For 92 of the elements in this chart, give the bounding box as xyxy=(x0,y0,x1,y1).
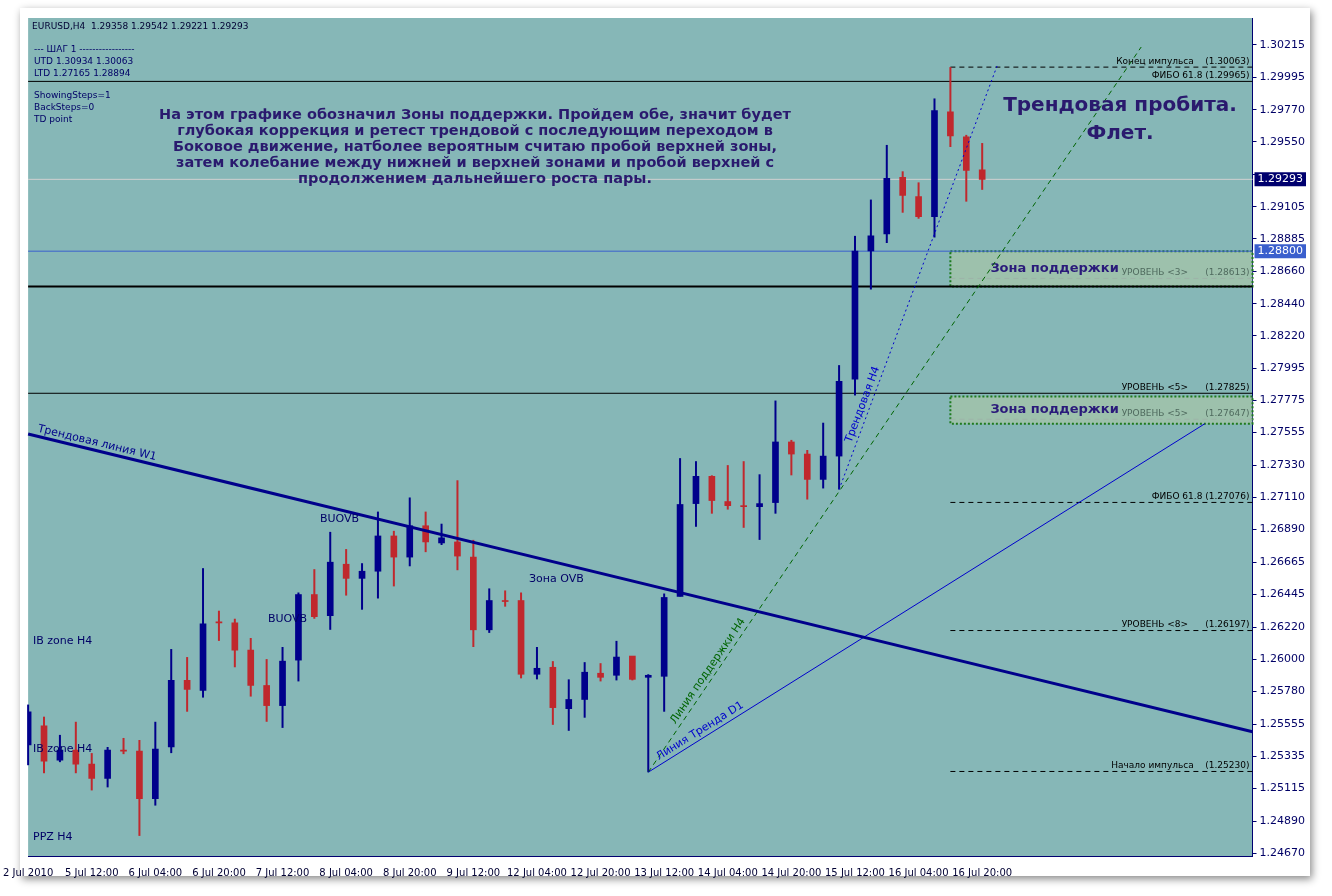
y-tick-label: 1.27330 xyxy=(1259,458,1306,472)
y-tick-label: 1.25335 xyxy=(1259,749,1306,763)
x-tick-label: 12 Jul 04:00 xyxy=(506,866,567,878)
candlestick xyxy=(644,673,652,774)
annotation: LTD 1.27165 1.28894 xyxy=(34,68,131,78)
band-label: Зона поддержки xyxy=(990,260,1119,276)
y-tick-label: 1.29550 xyxy=(1259,134,1306,148)
y-tick-label: 1.26445 xyxy=(1259,587,1306,601)
candlestick xyxy=(454,479,461,572)
annotation: PPZ H4 xyxy=(33,830,73,843)
y-tick-label: 1.26890 xyxy=(1259,522,1306,536)
candlestick xyxy=(978,142,986,191)
y-tick-label: 1.28885 xyxy=(1259,231,1306,245)
ref-line-label: УРОВЕНЬ <5> (1.27647) xyxy=(1121,408,1250,419)
y-tick-label: 1.27775 xyxy=(1259,393,1306,407)
annotation: UTD 1.30934 1.30063 xyxy=(34,56,134,66)
x-tick-label: 7 Jul 12:00 xyxy=(255,866,310,878)
candlestick xyxy=(724,464,732,511)
candlestick xyxy=(533,646,541,681)
candlestick xyxy=(263,658,270,723)
candlestick xyxy=(756,473,763,541)
ref-line-label: 1.28800 xyxy=(1257,244,1304,258)
y-tick-label: 1.29770 xyxy=(1259,102,1306,116)
x-tick-label: 8 Jul 04:00 xyxy=(319,866,373,878)
candlestick xyxy=(183,656,191,713)
x-tick-label: 14 Jul 04:00 xyxy=(697,866,758,878)
annotation: BUOVB xyxy=(320,512,360,525)
ref-line-label: УРОВЕНЬ <5> (1.27825) xyxy=(1121,382,1250,393)
y-tick-label: 1.27995 xyxy=(1259,361,1306,375)
x-tick-label: 15 Jul 12:00 xyxy=(825,866,885,878)
x-tick-label: 5 Jul 12:00 xyxy=(64,866,119,878)
ref-line-label: Начало импульса (1.25230) xyxy=(1111,760,1250,771)
candlestick xyxy=(915,181,922,220)
y-tick-label: 1.24670 xyxy=(1259,845,1306,859)
y-tick-label: 1.26665 xyxy=(1259,555,1306,569)
ref-line-label: Конец импульса (1.30063) xyxy=(1116,55,1250,66)
ref-line-label: УРОВЕНЬ <8> (1.26197) xyxy=(1121,619,1250,630)
chart-title: EURUSD,H4 1.29358 1.29542 1.29221 1.29293 xyxy=(32,20,249,31)
y-tick-label: 1.28660 xyxy=(1259,264,1306,278)
annotation: Флет. xyxy=(1085,120,1155,144)
candlestick xyxy=(788,438,795,477)
ref-line-label: ФИБО 61.8 (1.27076) xyxy=(1151,491,1250,502)
y-tick-label: 1.25115 xyxy=(1259,781,1306,795)
candlestick xyxy=(740,460,747,529)
y-tick-label: 1.30215 xyxy=(1259,37,1306,51)
annotation: --- ШАГ 1 ----------------- xyxy=(34,44,135,54)
candlestick xyxy=(613,639,620,682)
candlestick xyxy=(311,568,318,620)
x-tick-label: 16 Jul 04:00 xyxy=(888,866,949,878)
x-tick-label: 6 Jul 04:00 xyxy=(128,866,183,878)
y-tick-label: 1.28440 xyxy=(1259,296,1306,310)
annotation: TD point xyxy=(34,114,73,124)
y-tick-label: 1.26000 xyxy=(1259,652,1306,666)
candlestick xyxy=(597,662,604,683)
candlestick xyxy=(899,170,907,214)
y-tick-label: 1.29105 xyxy=(1259,199,1306,213)
y-tick-label: 1.29995 xyxy=(1259,69,1306,83)
x-tick-label: 12 Jul 20:00 xyxy=(570,866,631,878)
y-tick-label: 1.27555 xyxy=(1259,425,1306,439)
x-tick-label: 14 Jul 20:00 xyxy=(761,866,822,878)
band-label: Зона поддержки xyxy=(990,401,1119,417)
ref-line-label: 1.29293 xyxy=(1257,172,1304,186)
y-tick-label: 1.28220 xyxy=(1259,328,1306,342)
x-tick-label: 2 Jul 2010 xyxy=(3,866,54,878)
y-tick-label: 1.25555 xyxy=(1259,716,1306,730)
annotation: Трендовая пробита. xyxy=(1002,92,1238,116)
x-tick-label: 6 Jul 20:00 xyxy=(192,866,246,878)
candlestick xyxy=(72,720,80,775)
x-tick-label: 16 Jul 20:00 xyxy=(952,866,1013,878)
candlestick xyxy=(819,421,827,490)
candlestick xyxy=(342,548,350,597)
candlestick xyxy=(565,678,573,732)
annotation: На этом графике обозначил Зоны поддержки. Пройдем обе, значит будет глубокая коррекция и ретест трендовой с последующим переходом в Боковое движение, натболее вероятным считаю пробой верхней зоны, затем колебание между нижней и верхней зонами и пробой верхней с продолжением дальнейшего роста пары. xyxy=(158,106,792,186)
y-tick-label: 1.27110 xyxy=(1259,490,1306,504)
ref-line-label: ФИБО 61.8 (1.29965) xyxy=(1151,70,1250,81)
y-tick-label: 1.26220 xyxy=(1259,620,1306,634)
candlestick xyxy=(358,562,366,611)
candlestick xyxy=(215,609,223,642)
y-tick-label: 1.25780 xyxy=(1259,684,1306,698)
ref-line-label: УРОВЕНЬ <3> (1.28613) xyxy=(1121,267,1250,278)
annotation: Зона OVB xyxy=(529,572,584,585)
candlestick xyxy=(629,655,636,682)
candlestick xyxy=(88,752,96,792)
y-tick-label: 1.24890 xyxy=(1259,813,1306,827)
candlestick xyxy=(501,589,509,608)
candlestick xyxy=(438,522,445,546)
x-tick-label: 8 Jul 20:00 xyxy=(382,866,437,878)
annotation: BackSteps=0 xyxy=(34,102,95,112)
x-tick-label: 9 Jul 12:00 xyxy=(446,866,501,878)
annotation: IB zone H4 xyxy=(33,634,93,647)
annotation: ShowingSteps=1 xyxy=(34,90,111,100)
x-tick-label: 13 Jul 12:00 xyxy=(634,866,695,878)
